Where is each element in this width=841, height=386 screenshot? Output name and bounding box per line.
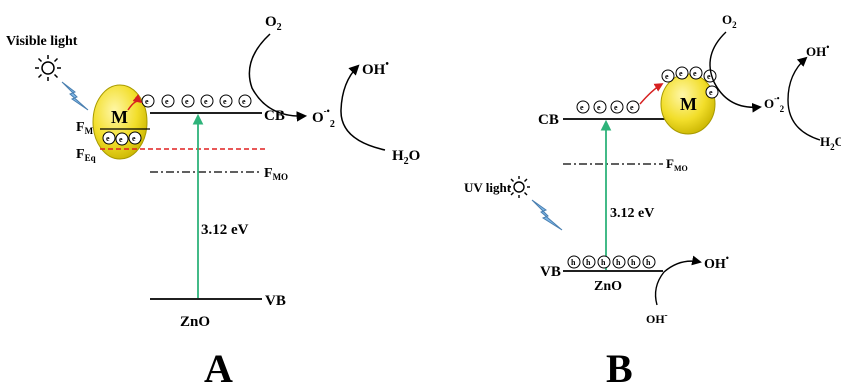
svg-text:e: e <box>132 134 136 143</box>
vb-label-b: VB <box>540 264 561 280</box>
o2-label-b: O2 <box>722 12 737 30</box>
svg-text:h: h <box>571 258 576 267</box>
cb-electrons-b: e e e e <box>576 100 640 114</box>
uv-light-label: UV light <box>464 180 512 195</box>
zno-label-b: ZnO <box>594 279 622 294</box>
fm-label: FM <box>76 120 94 136</box>
feq-label: FEq <box>76 147 96 163</box>
hydroxide-oxidation-arrow-b <box>654 255 702 306</box>
fmo-label-b: FMO <box>666 156 688 173</box>
svg-text:e: e <box>709 88 713 97</box>
zno-label-a: ZnO <box>180 314 210 330</box>
hydroxyl-label-a: OH• <box>362 59 389 78</box>
svg-text:h: h <box>631 258 636 267</box>
panel-a-label: A <box>204 346 233 386</box>
svg-text:e: e <box>679 69 683 78</box>
metal-electrons: e e e <box>102 131 142 146</box>
panel-b: CB e e e e M e e e e e O2 <box>464 12 841 386</box>
lightning-icon <box>61 81 89 111</box>
electron-transfer-arrow-a <box>127 93 143 111</box>
water-label-a: H2O <box>392 148 420 167</box>
hydroxyl-label-b: OH• <box>806 42 829 59</box>
svg-text:e: e <box>185 97 189 106</box>
svg-text:e: e <box>597 103 601 112</box>
svg-text:e: e <box>145 97 149 106</box>
svg-text:e: e <box>580 103 584 112</box>
svg-text:e: e <box>119 135 123 144</box>
svg-text:h: h <box>646 258 651 267</box>
water-oxidation-arrow-b <box>787 56 821 141</box>
o2-reduction-arrow-a <box>248 33 308 122</box>
water-label-b: H2O <box>820 134 841 152</box>
o2-reduction-arrow-b <box>709 31 762 113</box>
svg-text:h: h <box>586 258 591 267</box>
svg-text:e: e <box>242 97 246 106</box>
svg-text:e: e <box>106 134 110 143</box>
metal-label: M <box>111 107 128 127</box>
panel-b-label: B <box>606 346 633 386</box>
bandgap-label-a: 3.12 eV <box>201 222 249 238</box>
svg-text:e: e <box>665 72 669 81</box>
cb-electrons-a: e e e e e e <box>141 94 252 108</box>
sun-icon-b <box>508 176 530 198</box>
superoxide-label-a: O-•2 <box>312 106 335 130</box>
hydroxide-label-b: OH- <box>646 310 668 326</box>
visible-light-label: Visible light <box>6 34 78 49</box>
svg-text:e: e <box>707 72 711 81</box>
svg-text:e: e <box>693 69 697 78</box>
cb-label-b: CB <box>538 112 559 128</box>
svg-text:e: e <box>223 97 227 106</box>
vb-label-a: VB <box>265 293 286 309</box>
sun-icon <box>35 55 61 81</box>
o2-label-a: O2 <box>265 14 282 33</box>
svg-text:e: e <box>204 97 208 106</box>
electron-transfer-arrow-b <box>639 83 664 105</box>
svg-text:e: e <box>630 103 634 112</box>
hydroxyl-vb-label-b: OH• <box>704 253 729 272</box>
svg-text:h: h <box>601 258 606 267</box>
vb-holes-b: h h h h h h <box>567 255 656 269</box>
svg-text:e: e <box>614 103 618 112</box>
superoxide-label-b: O-•2 <box>764 94 785 114</box>
metal-label-b: M <box>680 94 697 114</box>
bandgap-label-b: 3.12 eV <box>610 206 654 221</box>
svg-text:e: e <box>165 97 169 106</box>
fmo-label-a: FMO <box>264 166 288 182</box>
water-oxidation-arrow-a <box>340 64 386 151</box>
panel-a: Visible light M FM FEq e e e CB <box>6 14 420 386</box>
svg-text:h: h <box>616 258 621 267</box>
lightning-icon-b <box>531 199 563 231</box>
